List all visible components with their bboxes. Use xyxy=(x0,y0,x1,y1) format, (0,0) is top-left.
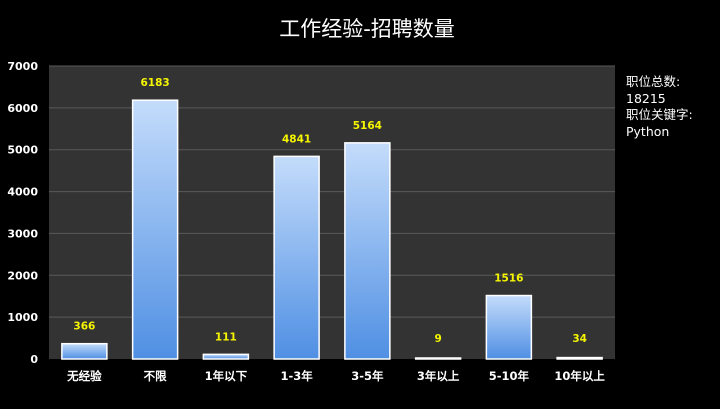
x-tick-label: 无经验 xyxy=(66,369,102,383)
y-tick-label: 0 xyxy=(30,353,38,366)
value-labels: 366 6183 111 4841 5164 9 1516 34 xyxy=(73,77,587,345)
y-tick-label: 3000 xyxy=(7,227,38,240)
data-label: 6183 xyxy=(141,77,170,89)
total-jobs-value: 18215 xyxy=(626,90,666,106)
data-label: 34 xyxy=(572,333,587,345)
y-tick-label: 2000 xyxy=(7,269,38,282)
x-tick-label: 1-3年 xyxy=(280,369,313,383)
data-label: 111 xyxy=(215,331,237,343)
y-axis: 0 1000 2000 3000 4000 5000 6000 7000 xyxy=(7,60,38,366)
x-tick-label: 1年以下 xyxy=(205,369,248,383)
x-tick-label: 10年以上 xyxy=(554,369,605,383)
total-jobs-label: 职位总数: xyxy=(626,74,681,89)
bar xyxy=(414,357,462,360)
keyword-label: 职位关键字: xyxy=(626,107,693,122)
data-label: 5164 xyxy=(353,120,382,132)
y-tick-label: 4000 xyxy=(7,186,38,199)
bar xyxy=(344,142,391,360)
y-tick-label: 6000 xyxy=(7,102,38,115)
bar xyxy=(273,155,320,360)
y-tick-label: 1000 xyxy=(7,311,38,324)
bar xyxy=(61,342,108,360)
x-tick-label: 5-10年 xyxy=(489,369,530,383)
data-label: 366 xyxy=(73,321,95,333)
bar xyxy=(556,356,603,360)
x-tick-label: 3年以上 xyxy=(417,369,460,383)
data-label: 9 xyxy=(434,333,441,345)
bar xyxy=(131,99,179,360)
chart-title: 工作经验-招聘数量 xyxy=(279,17,455,41)
side-info-panel: 职位总数: 18215 职位关键字: Python xyxy=(626,74,693,140)
x-tick-label: 3-5年 xyxy=(351,369,384,383)
keyword-value: Python xyxy=(626,123,670,139)
data-label: 4841 xyxy=(282,133,311,145)
y-tick-label: 5000 xyxy=(7,144,38,157)
bars xyxy=(61,99,603,360)
bar xyxy=(202,353,250,360)
x-tick-label: 不限 xyxy=(144,369,167,383)
bar xyxy=(485,294,533,360)
x-axis: 无经验 不限 1年以下 1-3年 3-5年 3年以上 5-10年 10年以上 xyxy=(66,369,605,383)
data-label: 1516 xyxy=(494,273,523,285)
y-tick-label: 7000 xyxy=(7,60,38,73)
